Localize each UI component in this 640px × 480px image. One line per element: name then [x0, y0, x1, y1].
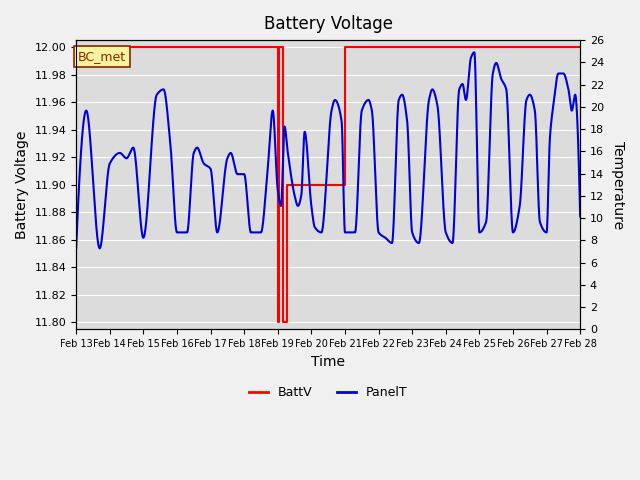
Legend: BattV, PanelT: BattV, PanelT: [244, 381, 413, 404]
X-axis label: Time: Time: [311, 355, 345, 369]
Title: Battery Voltage: Battery Voltage: [264, 15, 393, 33]
Y-axis label: Temperature: Temperature: [611, 141, 625, 229]
Y-axis label: Battery Voltage: Battery Voltage: [15, 131, 29, 239]
Text: BC_met: BC_met: [78, 50, 126, 63]
